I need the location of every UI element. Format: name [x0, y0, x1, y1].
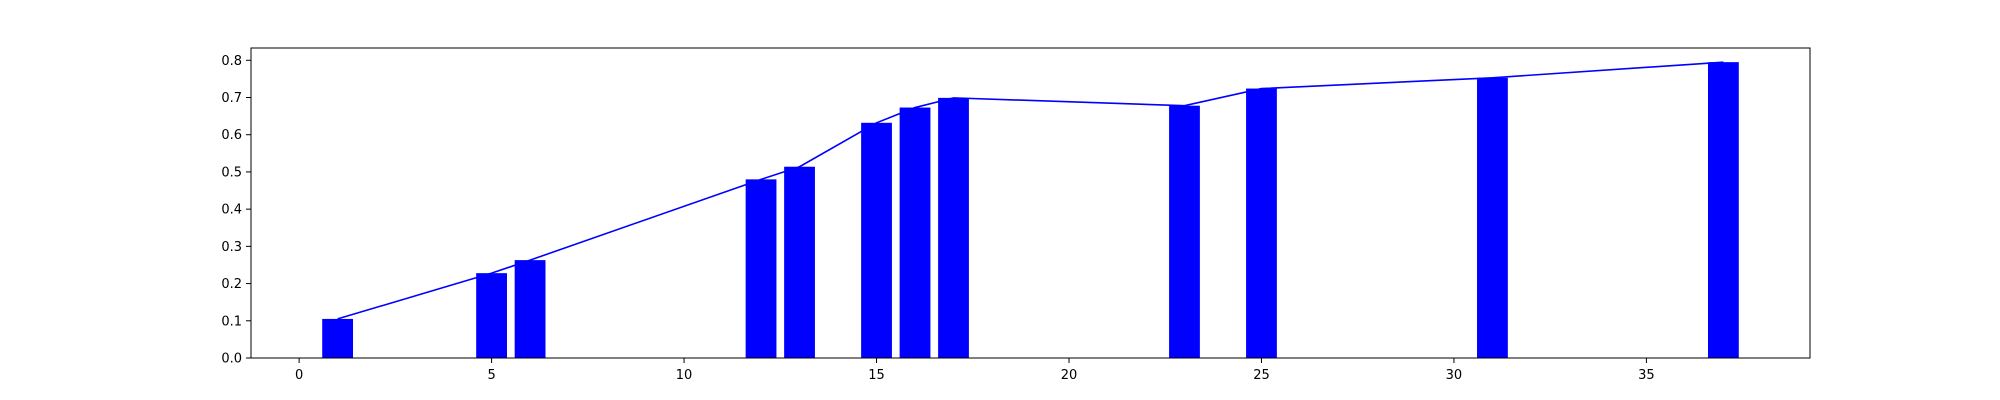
x-tick-label: 0 — [295, 368, 303, 383]
y-tick-label: 0.4 — [221, 203, 242, 218]
x-tick-label: 10 — [676, 368, 693, 383]
trend-line — [337, 61, 1724, 320]
bar — [861, 122, 892, 358]
x-axis: 0 5 10 15 20 25 30 35 — [295, 358, 1655, 383]
bar — [899, 107, 931, 358]
y-tick-label: 0.2 — [221, 277, 242, 292]
bar — [1169, 105, 1200, 359]
bar — [938, 97, 969, 359]
plot-frame — [250, 47, 1811, 359]
bar — [1707, 62, 1739, 358]
y-tick-label: 0.7 — [221, 91, 242, 106]
bar — [1246, 88, 1277, 358]
bar-series — [322, 62, 1739, 359]
y-tick-label: 0.3 — [221, 240, 242, 255]
y-tick-label: 0.8 — [221, 54, 242, 69]
y-tick-label: 0.0 — [221, 352, 242, 367]
bar — [745, 179, 777, 358]
x-tick-label: 30 — [1446, 368, 1463, 383]
y-tick-label: 0.6 — [221, 128, 242, 143]
x-tick-label: 35 — [1638, 368, 1655, 383]
y-axis: 0.0 0.1 0.2 0.3 0.4 0.5 0.6 0.7 0.8 — [221, 54, 251, 367]
x-tick-label: 20 — [1061, 368, 1078, 383]
x-tick-label: 15 — [868, 368, 885, 383]
bar — [514, 260, 546, 358]
bar — [784, 166, 815, 358]
bar — [1477, 77, 1508, 359]
x-tick-label: 25 — [1253, 368, 1270, 383]
y-tick-label: 0.5 — [221, 165, 242, 180]
y-tick-label: 0.1 — [221, 314, 242, 329]
bar — [476, 273, 507, 358]
bar — [322, 318, 354, 358]
x-tick-label: 5 — [487, 368, 495, 383]
